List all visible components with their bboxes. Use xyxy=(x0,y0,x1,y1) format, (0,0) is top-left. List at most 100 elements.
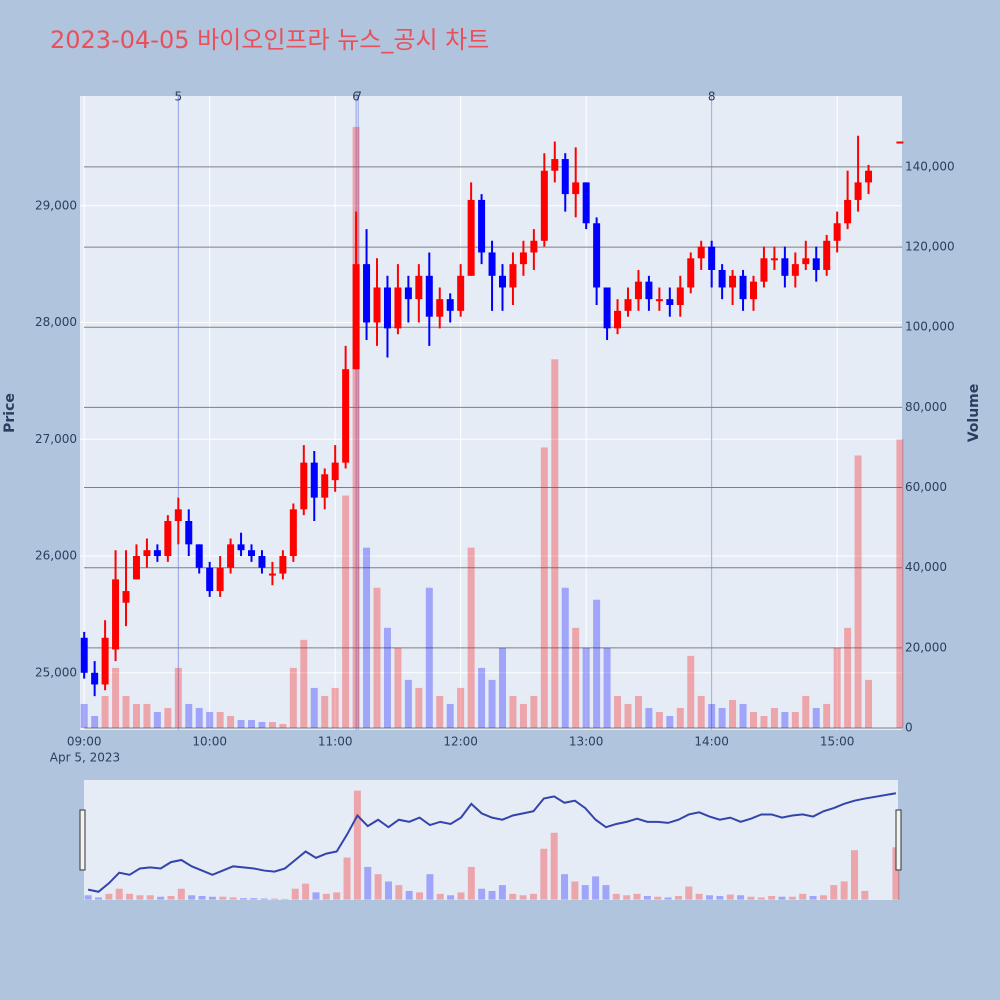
candle-body xyxy=(446,299,454,311)
volume-bar xyxy=(593,599,601,728)
volume-bar xyxy=(394,647,402,728)
volume-bar xyxy=(823,703,831,728)
mini-volume-bar xyxy=(457,892,465,900)
mini-volume-bar xyxy=(509,893,517,900)
candle-body xyxy=(614,310,622,329)
mini-volume-bar xyxy=(861,890,869,900)
mini-volume-bar xyxy=(623,895,631,900)
candle-body xyxy=(279,556,287,574)
volume-bar xyxy=(519,703,527,728)
x-date-label: Apr 5, 2023 xyxy=(50,751,120,765)
event-label: 8 xyxy=(708,90,716,104)
volume-bar xyxy=(551,359,559,728)
volume-bar xyxy=(268,721,276,728)
volume-bar xyxy=(676,707,684,728)
candle-body xyxy=(206,567,214,592)
volume-bar xyxy=(383,627,391,728)
volume-bar xyxy=(509,695,517,728)
x-tick-label: 12:00 xyxy=(443,735,478,749)
volume-bar xyxy=(112,667,120,728)
candle-body xyxy=(394,287,402,329)
y2-tick-label: 0 xyxy=(905,720,913,734)
volume-bar xyxy=(791,711,799,728)
volume-bar xyxy=(331,687,339,728)
candle-body xyxy=(373,287,381,323)
candle-body xyxy=(436,299,444,317)
mini-volume-bar xyxy=(768,896,776,900)
candle-body xyxy=(310,462,318,498)
mini-volume-bar xyxy=(819,895,827,900)
mini-volume-bar xyxy=(447,895,455,900)
candle-body xyxy=(666,299,674,305)
mini-volume-bar xyxy=(312,892,320,900)
volume-bar xyxy=(572,627,580,728)
volume-bar xyxy=(206,711,214,728)
mini-volume-bar xyxy=(674,896,682,900)
candle-body xyxy=(363,264,371,323)
candle-body xyxy=(352,264,360,370)
volume-bar xyxy=(185,703,193,728)
mini-volume-bar xyxy=(550,832,558,900)
mini-volume-bar xyxy=(519,895,527,900)
mini-volume-bar xyxy=(488,890,496,900)
slider-handle[interactable] xyxy=(895,809,902,871)
mini-volume-bar xyxy=(405,890,413,900)
y-axis-title: Price xyxy=(2,393,18,433)
candle-body xyxy=(300,462,308,510)
x-tick-label: 11:00 xyxy=(318,735,353,749)
mini-volume-bar xyxy=(177,888,185,900)
mini-volume-bar xyxy=(395,885,403,900)
candle-body xyxy=(729,275,737,288)
volume-bar xyxy=(896,439,904,728)
volume-bar xyxy=(697,695,705,728)
mini-volume-bar xyxy=(561,874,569,900)
volume-bar xyxy=(749,711,757,728)
volume-bar xyxy=(237,719,245,728)
mini-volume-bar xyxy=(250,898,258,900)
mini-volume-bar xyxy=(478,888,486,900)
candle-body xyxy=(227,544,235,568)
candle-body xyxy=(153,550,161,557)
range-slider[interactable] xyxy=(84,780,898,900)
mini-volume-bar xyxy=(737,895,745,900)
candle-body xyxy=(687,258,695,288)
volume-bar xyxy=(122,695,130,728)
candle-body xyxy=(812,258,820,270)
mini-volume-bar xyxy=(322,893,330,900)
mini-volume-bar xyxy=(540,848,548,900)
volume-bar xyxy=(865,679,873,728)
volume-bar xyxy=(289,667,297,728)
mini-volume-bar xyxy=(778,896,786,900)
volume-bar xyxy=(488,679,496,728)
mini-volume-bar xyxy=(830,885,838,900)
candle-body xyxy=(478,199,486,253)
candle-body xyxy=(248,550,256,557)
mini-volume-bar xyxy=(643,896,651,900)
mini-volume-bar xyxy=(892,847,900,900)
volume-bar xyxy=(739,703,747,728)
x-tick-label: 15:00 xyxy=(820,735,855,749)
candle-body xyxy=(697,246,705,259)
mini-volume-bar xyxy=(219,896,227,900)
volume-bar xyxy=(216,711,224,728)
volume-bar xyxy=(582,647,590,728)
candle-body xyxy=(509,264,517,288)
volume-bar xyxy=(854,455,862,728)
volume-bar xyxy=(91,715,99,728)
mini-volume-bar xyxy=(291,888,299,900)
volume-bar xyxy=(404,679,412,728)
slider-handle[interactable] xyxy=(79,809,86,871)
x-tick-label: 09:00 xyxy=(67,735,102,749)
candle-body xyxy=(854,182,862,200)
mini-volume-bar xyxy=(126,893,134,900)
candle-body xyxy=(823,240,831,270)
y2-tick-label: 20,000 xyxy=(905,640,947,654)
candle-body xyxy=(91,672,99,685)
mini-volume-bar xyxy=(592,876,600,900)
mini-volume-bar xyxy=(333,892,341,900)
volume-bar xyxy=(708,703,716,728)
volume-bar xyxy=(227,715,235,728)
volume-bar xyxy=(373,587,381,728)
volume-bar xyxy=(174,667,182,728)
